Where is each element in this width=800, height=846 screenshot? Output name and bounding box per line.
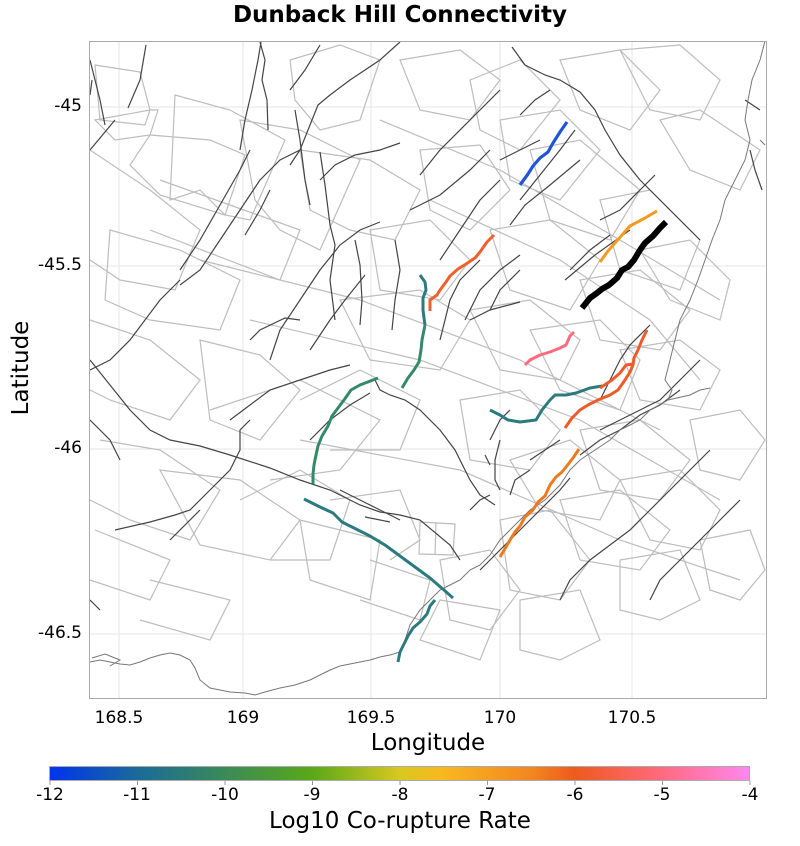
colorbar [49, 766, 750, 781]
plot-frame [89, 41, 767, 699]
fault-red-east-b [599, 362, 634, 390]
fault-green-north [400, 324, 427, 389]
y-axis-label: Latitude [8, 320, 34, 416]
colorbar-tick: -10 [211, 785, 239, 805]
dunback-hill-fault [579, 219, 669, 310]
fault-teal-middle [489, 384, 603, 424]
y-tick: -46 [54, 438, 82, 458]
colorbar-tick: -11 [123, 785, 151, 805]
colorbar-tick: -6 [566, 785, 584, 805]
fault-blue [518, 121, 569, 186]
colorbar-tick: -7 [478, 785, 496, 805]
fault-teal-south [303, 497, 454, 600]
fault-orange-south [498, 448, 581, 558]
colorbar-label: Log10 Co-rupture Rate [269, 808, 531, 834]
fault-section-outlines [89, 44, 766, 661]
colorbar-tick: -8 [391, 785, 409, 805]
gridlines [89, 41, 767, 699]
fault-orange-ne [598, 209, 658, 263]
y-tick: -45 [54, 96, 82, 116]
y-tick: -45.5 [38, 255, 82, 275]
y-tick: -46.5 [38, 623, 82, 643]
x-tick: 169.5 [346, 708, 396, 728]
colorbar-tick: -5 [653, 785, 671, 805]
fault-green-south [311, 376, 379, 484]
colorbar-tick: -4 [741, 785, 759, 805]
co-rupture-faults [303, 121, 669, 663]
x-tick: 168.5 [94, 708, 144, 728]
colorbar-tick: -12 [36, 785, 64, 805]
fault-red-east [563, 329, 649, 429]
colorbar-tick-marks [49, 781, 751, 785]
fault-pink [523, 330, 576, 367]
fault-red-north [428, 233, 496, 311]
x-tick: 170.5 [607, 708, 657, 728]
colorbar-tick: -9 [303, 785, 321, 805]
x-tick: 169 [226, 708, 260, 728]
coastline [89, 40, 766, 696]
x-tick: 170 [483, 708, 517, 728]
fault-teal-coast [396, 599, 437, 663]
fault-teal-north [418, 274, 428, 326]
x-axis-label: Longitude [370, 730, 486, 756]
chart-title: Dunback Hill Connectivity [232, 2, 568, 28]
